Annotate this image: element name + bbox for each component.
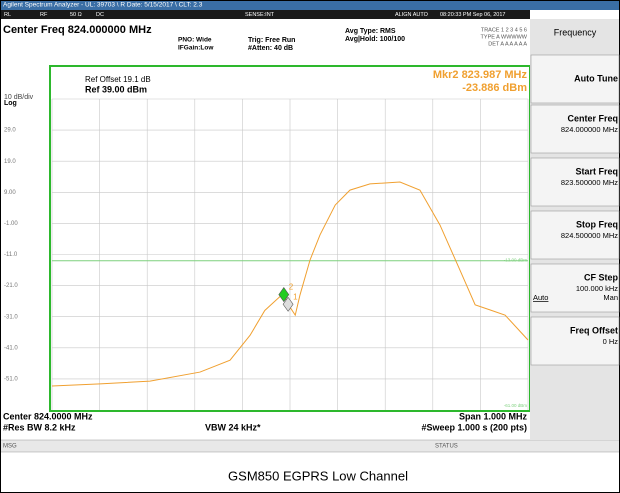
marker-label: 1 bbox=[293, 292, 298, 301]
status-item: 08:20:33 PM Sep 06, 2017 bbox=[440, 12, 505, 18]
softkey[interactable] bbox=[530, 263, 620, 313]
status-bar bbox=[0, 439, 620, 453]
softkey-label: Center Freq bbox=[567, 113, 618, 123]
trace-row: TRACE 1 2 3 4 5 6 bbox=[481, 27, 527, 33]
softkey[interactable] bbox=[530, 157, 620, 207]
footer-center: Center 824.0000 MHz bbox=[3, 411, 93, 421]
status-item: DC bbox=[96, 12, 104, 18]
y-tick-label: -1.00 bbox=[4, 221, 18, 227]
y-tick-label: -51.0 bbox=[4, 376, 18, 382]
footer-rbw: #Res BW 8.2 kHz bbox=[3, 422, 76, 432]
status-item: RF bbox=[40, 12, 48, 18]
softkey-label: CF Step bbox=[584, 272, 619, 282]
avg-hold: Avg|Hold: 100/100 bbox=[345, 36, 405, 43]
marker-level: -23.886 dBm bbox=[462, 82, 527, 94]
trig: Trig: Free Run bbox=[248, 37, 295, 44]
softkey-label: Freq Offset bbox=[570, 325, 618, 335]
y-tick-label: -31.0 bbox=[4, 314, 18, 320]
center-freq-header: Center Freq 824.000000 MHz bbox=[3, 24, 152, 36]
softkey-value: 824.000000 MHz bbox=[561, 125, 618, 134]
softkey-value: 0 Hz bbox=[603, 337, 619, 346]
softkey[interactable] bbox=[530, 210, 620, 260]
status-row bbox=[0, 10, 530, 19]
softkey-menu: Frequency bbox=[554, 27, 597, 37]
pno: PNO: Wide bbox=[178, 37, 212, 44]
msg: MSG bbox=[3, 444, 17, 450]
marker bbox=[282, 296, 294, 312]
trace bbox=[51, 181, 529, 387]
title-bar bbox=[0, 0, 620, 10]
footer-span: Span 1.000 MHz bbox=[459, 411, 528, 421]
caption: GSM850 EGPRS Low Channel bbox=[228, 468, 408, 483]
det-row: DET A A A A A A bbox=[488, 41, 527, 47]
status-item: ALIGN AUTO bbox=[395, 12, 429, 18]
display-line-label: -13.00 dBm bbox=[504, 257, 528, 262]
y-tick-label: 29.0 bbox=[4, 128, 16, 134]
bottom-line-label: -61.00 dBm bbox=[504, 403, 528, 408]
softkey-value: 823.500000 MHz bbox=[561, 178, 618, 187]
footer-vbw: VBW 24 kHz* bbox=[205, 422, 261, 432]
softkey-man: Man bbox=[603, 293, 618, 302]
status-item: RL bbox=[4, 12, 11, 18]
ref-offset: Ref Offset 19.1 dB bbox=[85, 75, 151, 84]
softkey[interactable] bbox=[530, 316, 620, 366]
marker-freq: Mkr2 823.987 MHz bbox=[433, 69, 528, 81]
y-tick-label: -41.0 bbox=[4, 345, 18, 351]
ref-level: Ref 39.00 dBm bbox=[85, 84, 147, 94]
softkey-label: Start Freq bbox=[575, 166, 618, 176]
softkey-auto: Auto bbox=[533, 293, 548, 302]
marker-label: 2 bbox=[289, 283, 294, 292]
softkey[interactable] bbox=[530, 54, 620, 104]
footer-sweep: #Sweep 1.000 s (200 pts) bbox=[421, 422, 527, 432]
softkey[interactable] bbox=[530, 104, 620, 154]
softkey-label: Auto Tune bbox=[574, 73, 618, 83]
log: Log bbox=[4, 100, 17, 107]
y-tick-label: 19.0 bbox=[4, 159, 16, 165]
type-row: TYPE A WWWWW bbox=[481, 34, 528, 40]
ifgain: IFGain:Low bbox=[178, 45, 214, 52]
header-panel bbox=[0, 19, 530, 65]
marker bbox=[278, 287, 290, 303]
status-item: 50 Ω bbox=[70, 12, 82, 18]
atten: #Atten: 40 dB bbox=[248, 45, 293, 52]
title-text: Agilent Spectrum Analyzer - UL: 39703 \ … bbox=[3, 2, 203, 9]
status-item: SENSE:INT bbox=[245, 12, 275, 18]
avg-type: Avg Type: RMS bbox=[345, 28, 396, 35]
softkey-label: Stop Freq bbox=[576, 219, 618, 229]
softkey-value: 824.500000 MHz bbox=[561, 231, 618, 240]
status: STATUS bbox=[435, 444, 458, 450]
y-tick-label: -11.0 bbox=[4, 252, 18, 258]
y-tick-label: -21.0 bbox=[4, 283, 18, 289]
softkey-value: 100.000 kHz bbox=[576, 284, 618, 293]
y-tick-label: 9.00 bbox=[4, 190, 16, 196]
scale: 10 dB/div bbox=[4, 94, 34, 101]
